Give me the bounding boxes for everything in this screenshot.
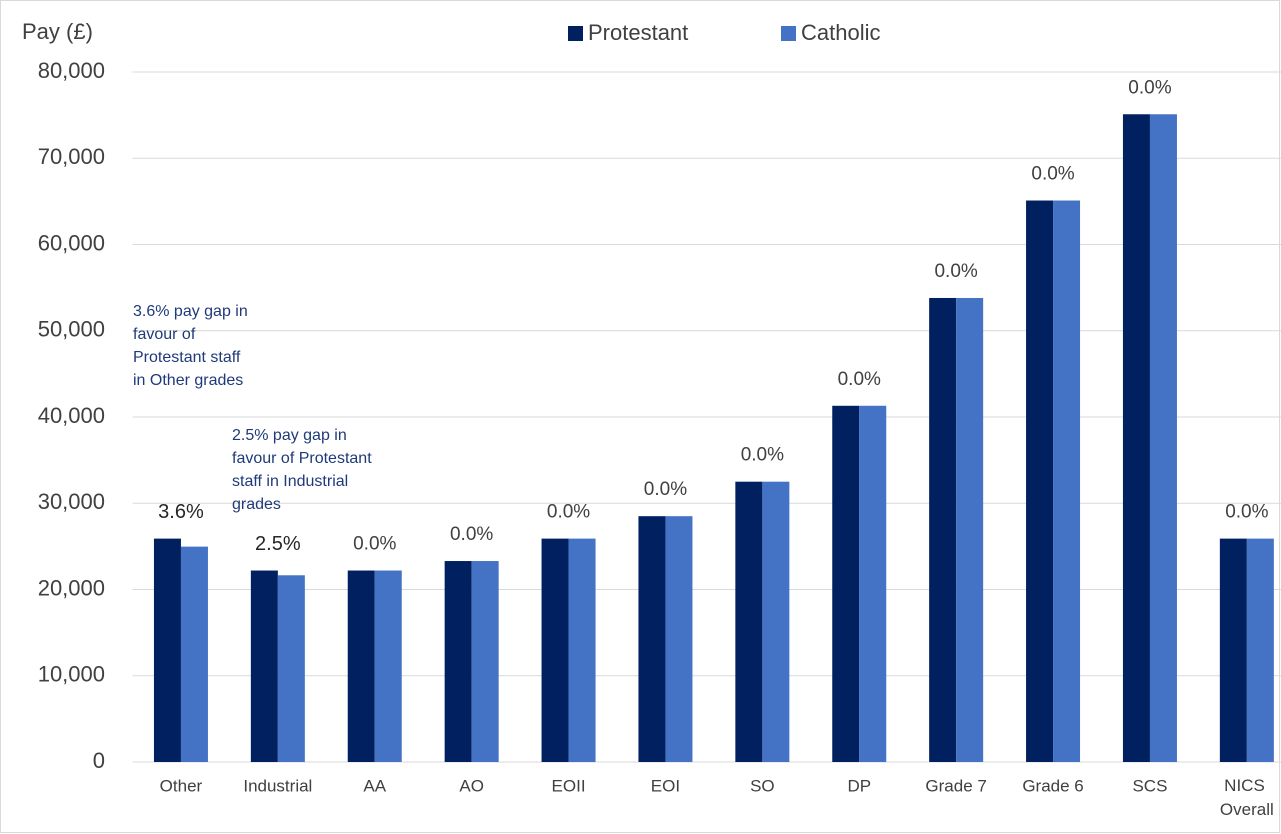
- gap-label: 3.6%: [158, 501, 204, 523]
- annotation: Protestant staff: [133, 349, 241, 366]
- bar: [153, 538, 181, 762]
- y-tick-label: 50,000: [38, 317, 105, 342]
- x-tick-label: Grade 7: [925, 776, 986, 795]
- y-tick-label: 80,000: [38, 58, 105, 83]
- x-tick-label: SCS: [1132, 776, 1167, 795]
- bar: [762, 481, 790, 762]
- bar: [1149, 114, 1177, 762]
- y-tick-label: 0: [93, 748, 105, 773]
- bar: [541, 538, 569, 762]
- legend-label: Protestant: [588, 20, 688, 45]
- gap-label: 0.0%: [741, 445, 784, 466]
- gap-label: 0.0%: [838, 369, 881, 390]
- x-tick-label: EOI: [651, 776, 680, 795]
- bar: [1053, 200, 1081, 762]
- bar: [180, 546, 208, 762]
- bar: [665, 516, 693, 762]
- bar: [250, 570, 278, 762]
- bar: [956, 297, 984, 762]
- annotation: grades: [232, 496, 281, 513]
- bar: [444, 561, 472, 762]
- gap-label: 0.0%: [1128, 77, 1171, 98]
- gap-label: 0.0%: [450, 524, 493, 545]
- y-tick-label: 70,000: [38, 144, 105, 169]
- y-tick-label: 60,000: [38, 230, 105, 255]
- gap-label: 0.0%: [547, 502, 590, 523]
- bar: [1219, 538, 1247, 762]
- gap-label: 2.5%: [255, 533, 301, 555]
- bar: [471, 561, 499, 762]
- bar: [277, 575, 305, 762]
- annotation: favour of: [133, 326, 196, 343]
- annotation: staff in Industrial: [232, 473, 348, 490]
- x-tick-label: AO: [459, 776, 484, 795]
- bar: [374, 570, 402, 762]
- annotation: 3.6% pay gap in: [133, 303, 248, 320]
- annotation: favour of Protestant: [232, 450, 372, 467]
- bar: [929, 297, 957, 762]
- bar: [735, 481, 763, 762]
- y-tick-label: 20,000: [38, 575, 105, 600]
- annotation: 2.5% pay gap in: [232, 427, 347, 444]
- x-tick-label: SO: [750, 776, 775, 795]
- y-tick-label: 10,000: [38, 662, 105, 687]
- y-tick-label: 30,000: [38, 489, 105, 514]
- gap-label: 0.0%: [1225, 502, 1268, 523]
- legend-swatch: [781, 26, 796, 41]
- y-axis-label: Pay (£): [22, 19, 93, 44]
- x-tick-label: NICS Overall: [1220, 776, 1274, 819]
- bar: [638, 516, 666, 762]
- bar: [832, 405, 860, 762]
- gap-label: 0.0%: [1031, 164, 1074, 185]
- x-tick-label: Grade 6: [1022, 776, 1083, 795]
- x-tick-label: AA: [363, 776, 386, 795]
- legend-swatch: [568, 26, 583, 41]
- gap-label: 0.0%: [934, 261, 977, 282]
- legend-label: Catholic: [801, 20, 880, 45]
- bar: [859, 405, 887, 762]
- y-tick-label: 40,000: [38, 403, 105, 428]
- gap-label: 0.0%: [644, 479, 687, 500]
- annotation: in Other grades: [133, 372, 243, 389]
- bar: [1122, 114, 1150, 762]
- x-tick-label: EOII: [552, 776, 586, 795]
- x-tick-label: Other: [160, 776, 203, 795]
- x-tick-label: DP: [847, 776, 871, 795]
- gap-label: 0.0%: [353, 534, 396, 555]
- bar: [568, 538, 596, 762]
- bar: [1246, 538, 1274, 762]
- bar: [1026, 200, 1054, 762]
- bar: [347, 570, 375, 762]
- x-tick-label: Industrial: [243, 776, 312, 795]
